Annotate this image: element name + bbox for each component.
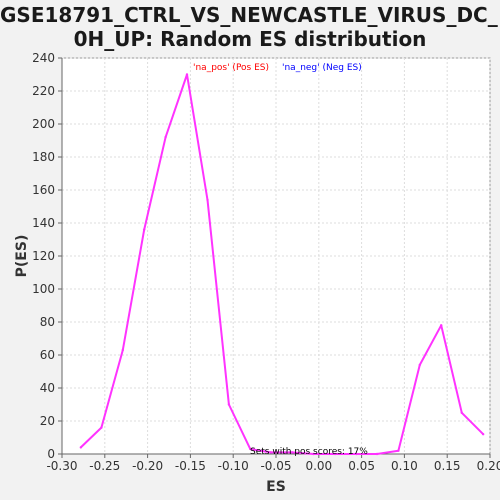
y-tick-label: 20 bbox=[40, 414, 55, 428]
data-point bbox=[375, 452, 379, 456]
x-tick-label: 0.10 bbox=[391, 459, 418, 473]
y-tick-label: 220 bbox=[32, 84, 55, 98]
data-point bbox=[418, 363, 422, 367]
y-tick-label: 0 bbox=[47, 447, 55, 461]
y-tick-label: 140 bbox=[32, 216, 55, 230]
y-tick-label: 120 bbox=[32, 249, 55, 263]
data-point bbox=[100, 426, 103, 429]
data-point bbox=[291, 451, 294, 454]
data-point bbox=[460, 411, 463, 414]
y-axis-title: P(ES) bbox=[14, 235, 30, 278]
data-point bbox=[185, 73, 189, 76]
series bbox=[79, 73, 485, 456]
x-tick-label: 0.05 bbox=[348, 459, 375, 473]
x-tick-label: -0.05 bbox=[260, 459, 291, 473]
x-tick-label: -0.10 bbox=[218, 459, 249, 473]
chart-title-line-2: 0H_UP: Random ES distribution bbox=[73, 27, 427, 51]
legend-pos: 'na_pos' (Pos ES) bbox=[193, 63, 269, 73]
data-point bbox=[333, 452, 337, 456]
data-point bbox=[164, 136, 167, 139]
x-tick-label: 0.20 bbox=[477, 459, 500, 473]
y-tick-label: 100 bbox=[32, 282, 55, 296]
x-tick-label: -0.15 bbox=[175, 459, 206, 473]
data-point bbox=[481, 433, 485, 436]
axes: -0.30 -0.25 -0.20 -0.15 -0.10 -0.05 0.00 0.05 0.… bbox=[32, 51, 500, 473]
x-tick-label: -0.25 bbox=[89, 459, 120, 473]
x-tick-label: -0.20 bbox=[132, 459, 163, 473]
data-point bbox=[227, 403, 231, 406]
x-axis-title: ES bbox=[266, 479, 286, 495]
data-point bbox=[355, 452, 358, 456]
y-tick-label: 40 bbox=[40, 381, 55, 395]
y-tick-label: 160 bbox=[32, 183, 55, 197]
x-tick-label: -0.30 bbox=[46, 459, 77, 473]
y-tick-label: 80 bbox=[40, 315, 55, 329]
data-point bbox=[79, 446, 83, 449]
data-point bbox=[206, 198, 209, 202]
y-tick-label: 240 bbox=[32, 51, 55, 65]
data-point bbox=[397, 449, 400, 452]
chart-title-line-1: GSE18791_CTRL_VS_NEWCASTLE_VIRUS_DC_1 bbox=[0, 3, 500, 27]
y-tick-label: 60 bbox=[40, 348, 55, 362]
data-point bbox=[312, 452, 315, 456]
data-point bbox=[121, 348, 124, 352]
x-tick-label: 0.15 bbox=[434, 459, 461, 473]
data-point bbox=[249, 447, 252, 451]
x-tick-label: 0.00 bbox=[305, 459, 332, 473]
pos-scores-annotation: Sets with pos scores: 17% bbox=[250, 447, 368, 457]
data-point bbox=[269, 451, 273, 454]
data-point bbox=[440, 324, 443, 327]
es-distribution-line bbox=[80, 73, 484, 455]
legend-neg: 'na_neg' (Neg ES) bbox=[282, 63, 362, 73]
y-tick-label: 180 bbox=[32, 150, 55, 164]
data-point bbox=[142, 228, 146, 231]
y-tick-label: 200 bbox=[32, 117, 55, 131]
